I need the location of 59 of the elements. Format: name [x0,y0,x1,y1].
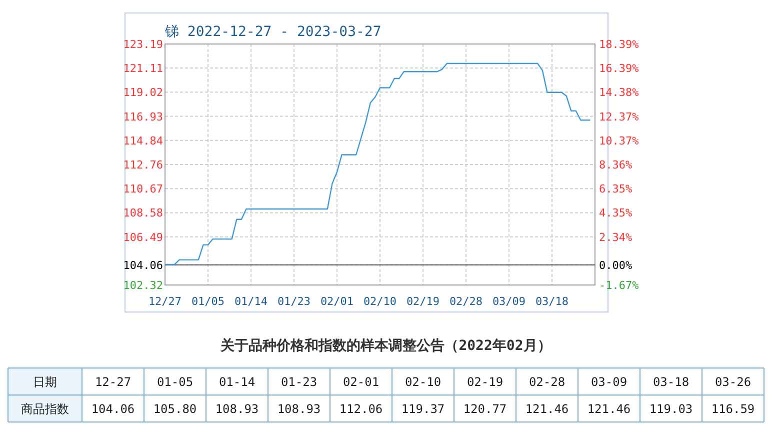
chart-title: 锑 2022-12-27 - 2023-03-27 [164,24,382,40]
y2-tick-label: 6.35% [599,182,632,196]
y-tick-label: 102.32 [123,279,163,292]
category-label: 03-09 [590,375,628,389]
y-tick-label: 106.49 [123,230,163,244]
y2-tick-label: 2.34% [599,230,632,244]
text: 日期 [33,375,57,389]
y-tick-label: 121.11 [123,62,163,76]
category-label: 12-27 [94,375,132,389]
x-tick-label: 02/01 [320,295,354,308]
data-label: 121.46 [587,402,631,416]
category-label: 02-10 [404,375,442,389]
category-label: 02-19 [466,375,504,389]
y-tick-label: 116.93 [123,110,163,124]
category-label: 03-26 [714,375,752,389]
x-tick-label: 01/05 [191,295,225,308]
y2-tick-label: -1.67% [599,279,640,292]
data-label: 105.80 [153,402,197,416]
x-tick-label: 03/18 [535,295,569,308]
x-tick-label: 01/14 [234,295,268,308]
text: 关于品种价格和指数的样本调整公告（2022年02月） [220,337,552,354]
category-label: 03-18 [652,375,690,389]
data-label: 120.77 [463,402,507,416]
data-label: 116.59 [711,402,755,416]
x-tick-label: 12/27 [148,295,182,308]
x-tick-label: 01/23 [277,295,311,308]
category-label: 02-01 [342,375,380,389]
y2-tick-label: 14.38% [599,86,640,100]
y2-tick-label: 12.37% [599,110,640,124]
category-label: 02-28 [528,375,566,389]
y-tick-label: 123.19 [123,38,163,51]
data-label: 121.46 [525,402,569,416]
x-tick-label: 02/19 [406,295,440,308]
text: 商品指数 [21,402,69,416]
line-series [164,62,591,266]
category-label: 01-23 [280,375,318,389]
data-label: 112.06 [339,402,383,416]
y-tick-label: 119.02 [123,86,163,100]
data-label: 119.03 [649,402,693,416]
y-tick-label: 110.67 [123,182,163,196]
y2-tick-label: 0.00% [599,258,632,272]
y2-tick-label: 10.37% [599,134,640,148]
y-tick-label: 112.76 [123,158,163,172]
y2-tick-label: 18.39% [599,38,640,51]
y2-tick-label: 8.36% [599,158,632,172]
y-tick-label: 114.84 [123,134,164,148]
data-label: 104.06 [91,402,135,416]
x-tick-label: 03/09 [492,295,526,308]
data-label: 119.37 [401,402,445,416]
x-tick-label: 02/28 [449,295,483,308]
y-tick-label: 108.58 [123,206,163,220]
y2-tick-label: 4.35% [599,206,632,220]
y-tick-label: 104.06 [123,258,163,272]
category-label: 01-05 [156,375,194,389]
data-label: 108.93 [215,402,259,416]
x-tick-label: 02/10 [363,295,397,308]
y2-tick-label: 16.39% [599,62,640,76]
data-label: 108.93 [277,402,321,416]
category-label: 01-14 [218,375,256,389]
